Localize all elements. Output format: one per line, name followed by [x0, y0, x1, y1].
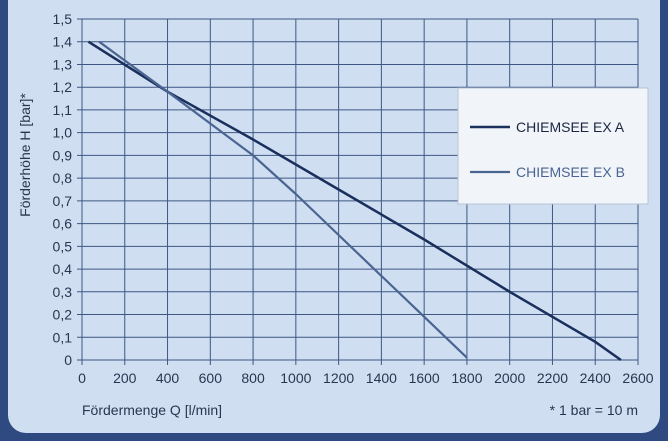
x-tick-label: 200	[113, 370, 137, 386]
y-tick-label: 0,1	[53, 329, 73, 345]
x-tick-label: 1000	[280, 370, 311, 386]
y-tick-label: 0	[64, 352, 72, 368]
x-tick-label: 1400	[366, 370, 397, 386]
x-tick-label: 2400	[580, 370, 611, 386]
x-tick-label: 800	[241, 370, 265, 386]
series-line-b	[98, 40, 468, 359]
x-tick-label: 600	[199, 370, 223, 386]
y-tick-label: 1,3	[53, 56, 73, 72]
x-tick-label: 1200	[323, 370, 354, 386]
tick-labels: 0 200 400 600 800 1000 1200 1400 1600 1800 2000 220…	[53, 11, 654, 386]
footnote: * 1 bar = 10 m	[550, 402, 638, 418]
y-tick-label: 0,6	[53, 216, 73, 232]
x-tick-label: 400	[156, 370, 180, 386]
y-tick-label: 0,9	[53, 147, 73, 163]
pump-curve-chart: 0 200 400 600 800 1000 1200 1400 1600 1800 2000 220…	[17, 11, 654, 418]
x-axis-label: Fördermenge Q [l/min]	[82, 402, 222, 418]
y-tick-label: 1,1	[53, 102, 73, 118]
y-tick-label: 1,0	[53, 125, 73, 141]
series-lines	[87, 40, 622, 362]
y-tick-label: 0,7	[53, 193, 73, 209]
y-tick-label: 0,8	[53, 170, 73, 186]
x-tick-label: 1600	[409, 370, 440, 386]
y-tick-label: 1,2	[53, 79, 73, 95]
x-tick-label: 1800	[451, 370, 482, 386]
legend-label: CHIEMSEE EX A	[516, 119, 625, 135]
x-tick-label: 0	[78, 370, 86, 386]
chart-card: 0 200 400 600 800 1000 1200 1400 1600 1800 2000 220…	[8, 0, 660, 433]
x-tick-label: 2200	[537, 370, 568, 386]
y-axis-label: Förderhöhe H [bar]*	[17, 93, 33, 217]
y-tick-label: 1,5	[53, 11, 73, 27]
y-tick-label: 0,4	[53, 261, 73, 277]
y-tick-label: 0,3	[53, 284, 73, 300]
legend-label: CHIEMSEE EX B	[516, 164, 625, 180]
legend-box	[457, 87, 649, 205]
legend: CHIEMSEE EX A CHIEMSEE EX B	[457, 87, 649, 205]
x-tick-label: 2000	[494, 370, 525, 386]
x-tick-label: 2600	[622, 370, 653, 386]
y-tick-label: 1,4	[53, 34, 73, 50]
y-tick-label: 0,2	[53, 307, 73, 323]
series-line-a	[87, 40, 622, 362]
y-tick-label: 0,5	[53, 238, 73, 254]
